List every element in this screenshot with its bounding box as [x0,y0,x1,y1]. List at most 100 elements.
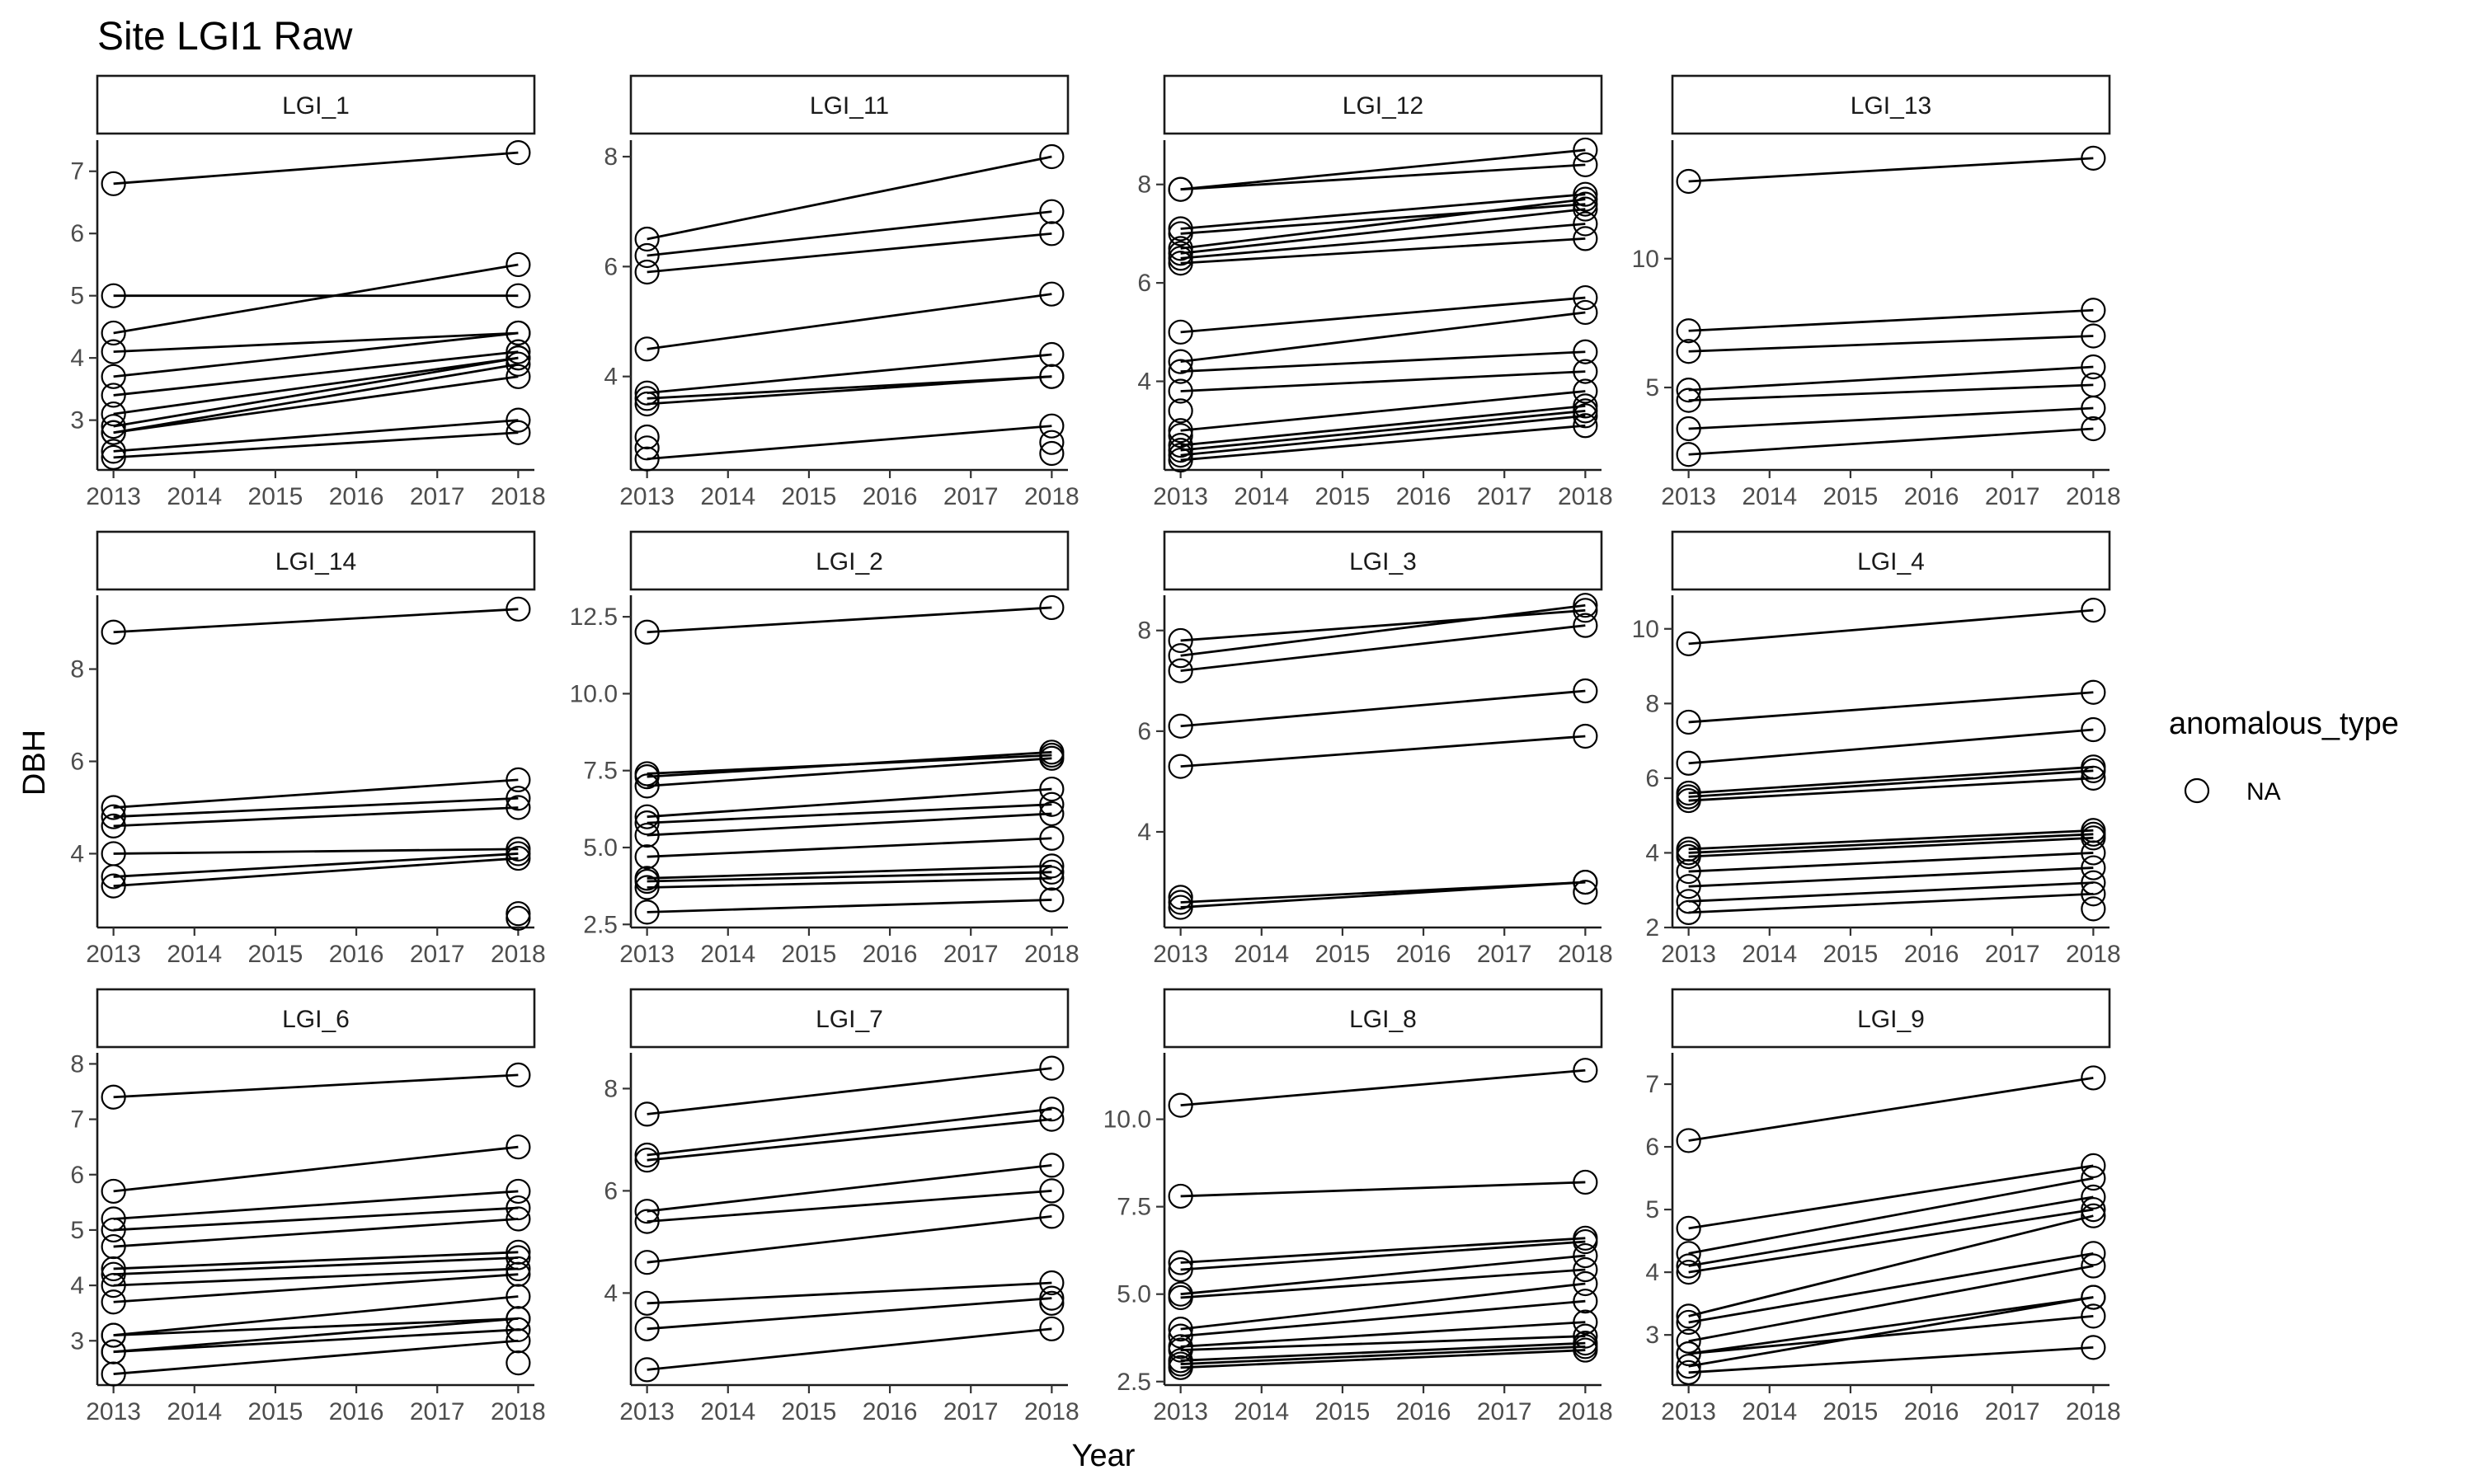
tree-growth-line [113,1267,519,1287]
legend-label: NA [2246,778,2281,805]
data-point [506,905,531,931]
data-point [634,844,660,870]
data-point [1676,750,1701,776]
data-point [634,1142,660,1168]
data-point [634,435,660,461]
data-point [634,1290,660,1316]
data-point [1573,1256,1598,1283]
x-tick-label: 2015 [248,1398,303,1425]
data-point [634,424,660,450]
data-point [1039,430,1065,455]
x-tick-label: 2018 [2066,941,2121,968]
data-point [634,1316,660,1341]
tree-growth-line [1688,1314,2094,1355]
tree-growth-line [113,848,519,855]
data-point [1676,787,1701,814]
data-point [1039,776,1065,802]
y-tick-label: 4 [1137,819,1151,846]
x-tick-label: 2018 [1024,941,1079,968]
data-point [634,619,660,645]
x-tick-label: 2014 [167,1398,222,1425]
data-point [2081,354,2106,380]
tree-growth-line [647,232,1052,274]
tree-growth-line [1688,383,2094,402]
data-point [506,1245,531,1270]
y-tick-label: 5.0 [583,834,618,862]
tree-growth-line [1688,308,2094,332]
y-tick-label: 2 [1645,914,1659,942]
data-point [506,1206,531,1232]
x-tick-label: 2017 [1985,1398,2040,1425]
facet-strip-label: LGI_6 [282,1006,350,1033]
x-tick-label: 2016 [863,941,918,968]
tree-growth-line [1688,852,2094,873]
data-point [506,1256,531,1282]
data-point [101,804,126,829]
tree-growth-line [1688,1345,2094,1374]
tree-growth-line [113,1251,519,1270]
data-point [1573,137,1598,163]
tree-growth-line [113,1317,519,1354]
x-tick-label: 2013 [619,1398,675,1425]
data-point [101,1256,126,1282]
y-tick-label: 5 [70,1217,84,1244]
facet-strip [1163,988,1603,1049]
data-point [101,364,126,389]
data-point [1168,895,1193,920]
data-point [101,864,126,890]
y-tick-label: 7.5 [1117,1194,1151,1221]
data-point [506,901,531,927]
tree-growth-line [1180,1335,1586,1351]
tree-growth-line [113,1190,519,1220]
x-tick-label: 2018 [1024,1398,1079,1425]
data-point [1676,1354,1701,1379]
y-tick-label: 6 [70,749,84,776]
tree-growth-line [1688,765,2094,795]
data-point [2081,1253,2106,1279]
tree-growth-line [1688,881,2094,903]
tree-growth-line [647,375,1052,406]
data-point [2081,1284,2106,1310]
data-point [634,868,660,895]
x-tick-label: 2016 [329,941,384,968]
tree-growth-line [113,1295,519,1336]
tree-growth-line [647,1107,1052,1157]
x-tick-label: 2015 [1823,483,1879,510]
data-point [1573,191,1598,217]
y-tick-label: 4 [1137,369,1151,396]
data-point [1168,221,1193,247]
tree-growth-line [1180,390,1586,432]
x-tick-label: 2014 [1742,941,1797,968]
data-point [1573,359,1598,384]
data-point [1573,284,1598,311]
facet-strip-label: LGI_1 [282,92,350,120]
data-point [1676,1328,1701,1354]
facet-strip [629,988,1070,1049]
data-point [634,1101,660,1127]
tree-growth-line [113,356,519,428]
data-point [506,407,531,433]
x-tick-label: 2017 [410,941,465,968]
data-point [1039,1178,1065,1204]
y-tick-label: 5 [1645,374,1659,402]
x-tick-label: 2013 [1153,483,1208,510]
data-point [2081,323,2106,349]
x-tick-label: 2013 [86,483,141,510]
data-point [1168,1284,1193,1311]
data-point [101,1289,126,1315]
data-point [2081,1196,2106,1223]
tree-growth-line [647,1281,1052,1305]
data-point [1168,658,1193,683]
data-point [634,773,660,799]
facet-strip [629,530,1070,591]
x-tick-label: 2013 [619,941,675,968]
data-point [1676,1253,1701,1279]
data-point [1676,1309,1701,1336]
tree-growth-line [113,1206,519,1232]
x-tick-label: 2016 [1904,941,1959,968]
data-point [1676,1260,1701,1285]
facet-strip-label: LGI_3 [1349,548,1417,575]
x-tick-label: 2016 [1904,483,1959,510]
y-tick-label: 10.0 [1103,1106,1151,1134]
data-point [1039,364,1065,389]
